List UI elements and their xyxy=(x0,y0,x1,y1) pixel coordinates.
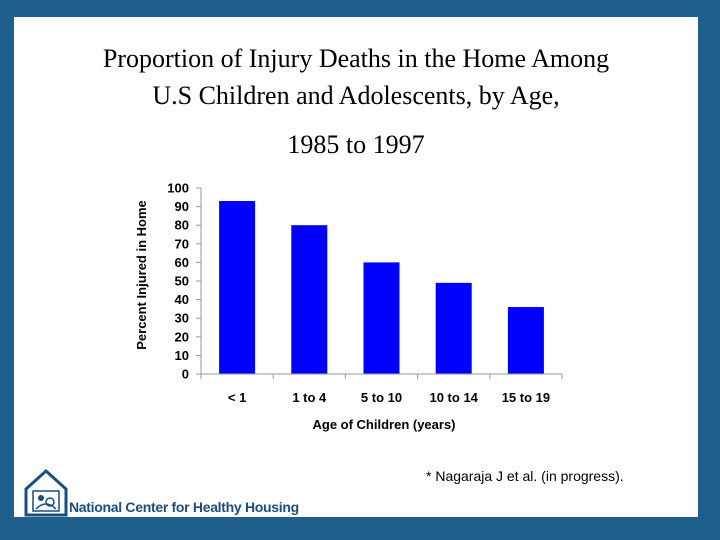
house-logo-icon xyxy=(24,469,68,517)
y-tick-label: 90 xyxy=(175,199,189,214)
y-tick-label: 60 xyxy=(175,255,189,270)
chart-title-line-1: Proportion of Injury Deaths in the Home … xyxy=(102,44,610,73)
bar xyxy=(435,282,472,374)
x-axis-label: Age of Children (years) xyxy=(312,417,455,432)
x-axis: < 1 1 to 4 5 to 10 10 to 14 15 to 19 xyxy=(200,373,563,405)
y-axis: 0 10 20 30 40 50 60 70 80 90 100 xyxy=(167,181,202,382)
y-tick-label: 100 xyxy=(167,181,189,196)
chart-title-line-3: 1985 to 1997 xyxy=(287,130,425,159)
bar-chart: 0 10 20 30 40 50 60 70 80 90 100 < 1 1 to 4 5 to 10 1… xyxy=(134,181,563,432)
bar xyxy=(219,201,256,374)
y-tick-label: 40 xyxy=(175,292,189,307)
x-tick-label: 5 to 10 xyxy=(361,390,402,405)
chart-title-line-2: U.S Children and Adolescents, by Age, xyxy=(152,81,560,110)
y-axis-label: Percent Injured in Home xyxy=(134,200,149,350)
x-tick-label: < 1 xyxy=(228,390,246,405)
x-tick-label: 10 to 14 xyxy=(429,390,478,405)
bar xyxy=(507,307,544,374)
y-tick-label: 50 xyxy=(175,274,189,289)
y-tick-label: 20 xyxy=(175,329,189,344)
bar xyxy=(363,262,400,374)
x-tick-label: 15 to 19 xyxy=(502,390,550,405)
y-tick-label: 70 xyxy=(175,236,189,251)
y-tick-label: 10 xyxy=(175,348,189,363)
y-tick-label: 30 xyxy=(175,311,189,326)
x-tick-label: 1 to 4 xyxy=(292,390,327,405)
org-name: National Center for Healthy Housing xyxy=(69,499,299,515)
citation-footnote: * Nagaraja J et al. (in progress). xyxy=(426,468,624,484)
y-tick-label: 0 xyxy=(182,367,189,382)
bars xyxy=(219,201,544,374)
slide-panel: Proportion of Injury Deaths in the Home … xyxy=(14,17,698,517)
y-tick-label: 80 xyxy=(175,218,189,233)
bar xyxy=(291,225,328,374)
